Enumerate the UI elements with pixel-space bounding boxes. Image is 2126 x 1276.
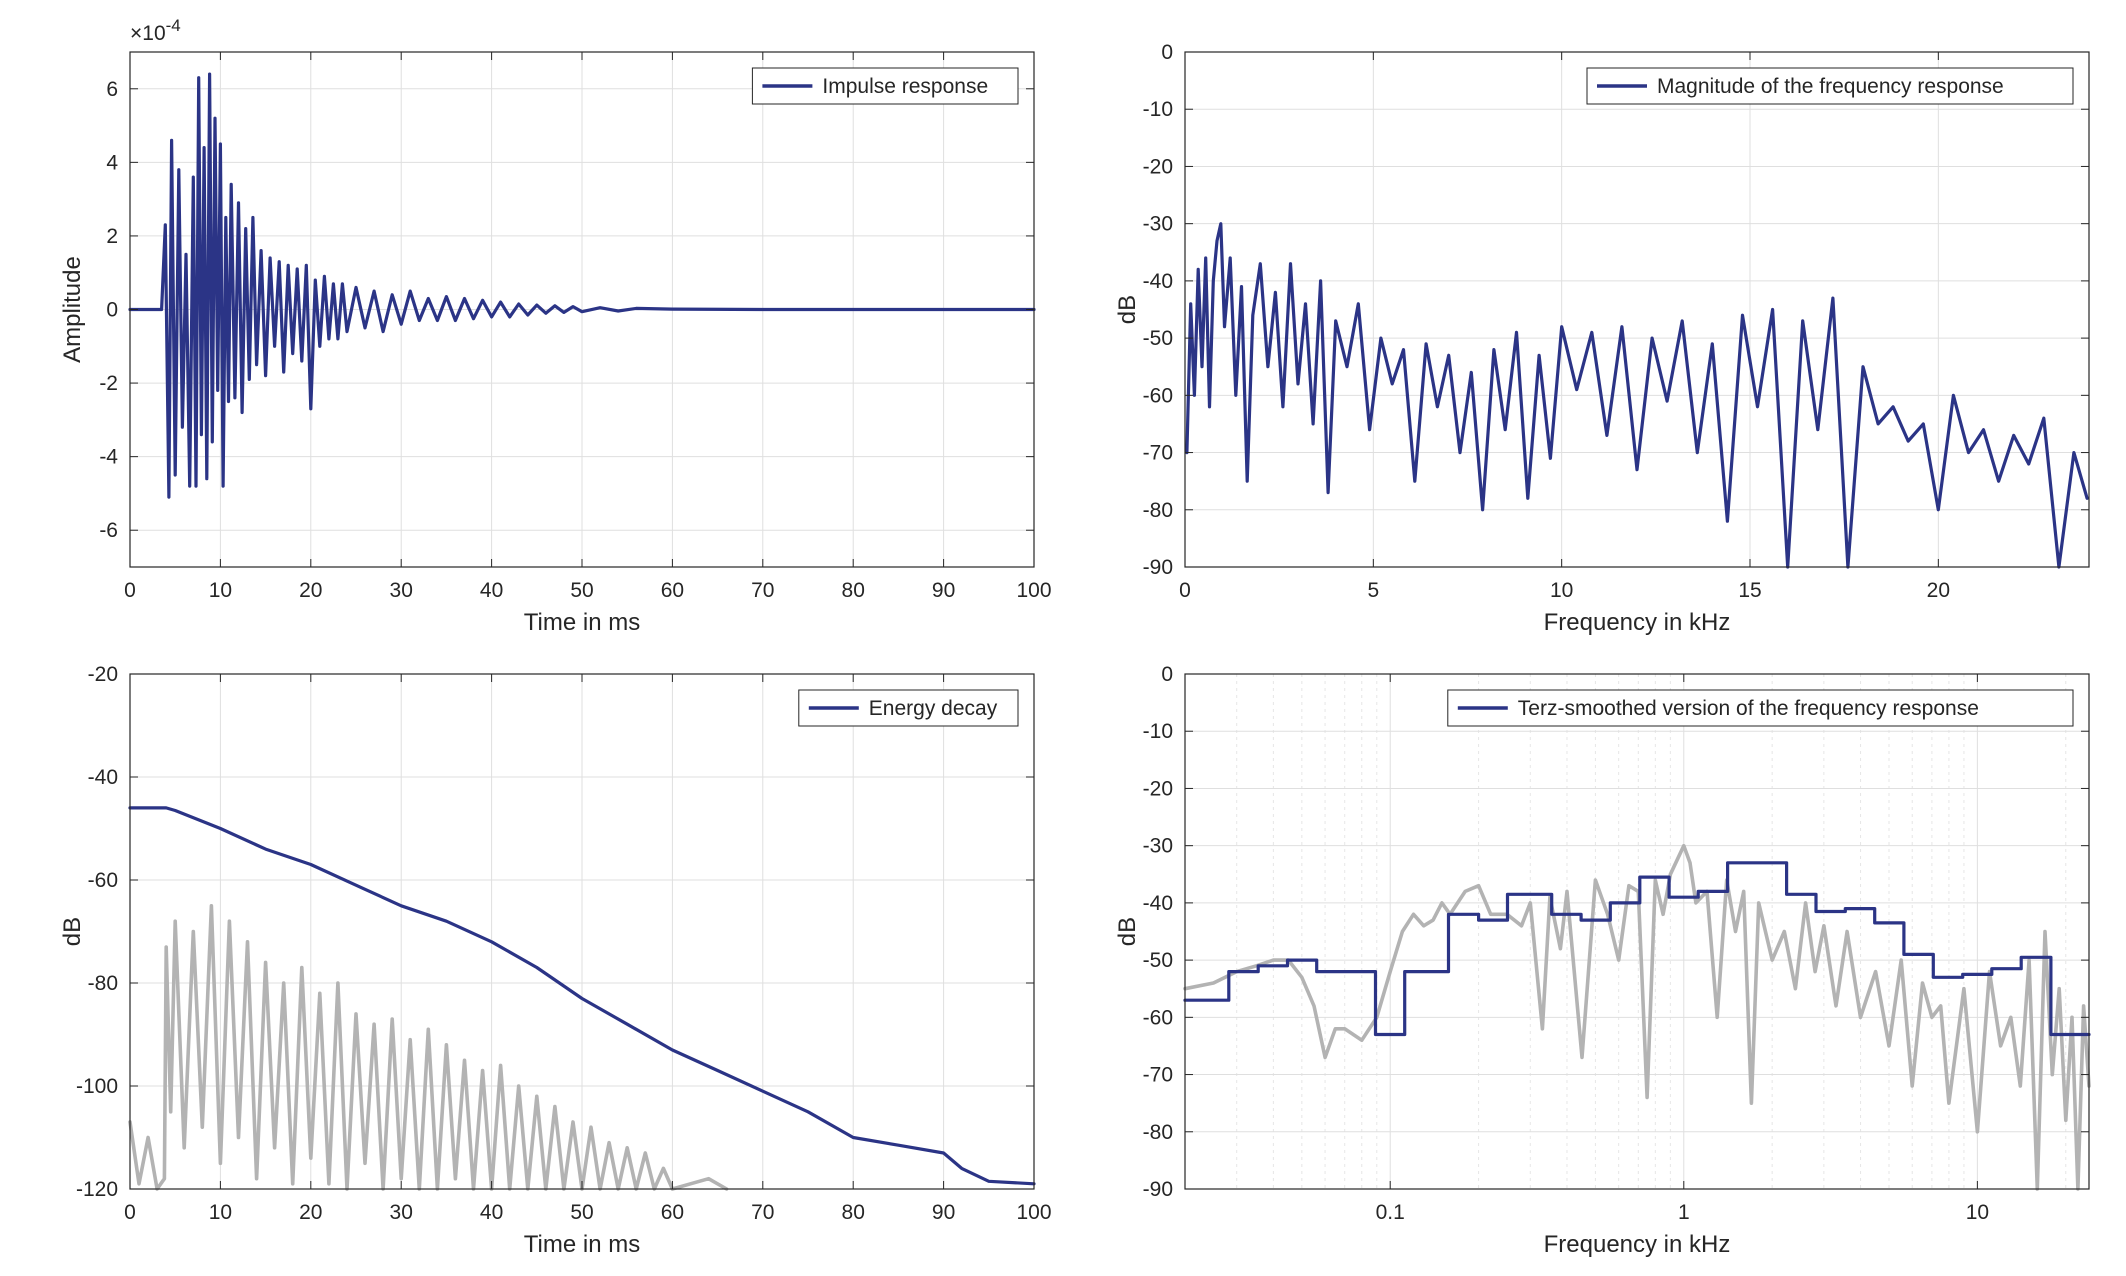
- x-tick-label: 10: [1966, 1201, 1989, 1224]
- legend: Energy decay: [798, 689, 1019, 727]
- y-axis-label: dB: [59, 917, 86, 946]
- y-tick-label: -100: [76, 1075, 118, 1098]
- x-tick-label: 40: [480, 579, 503, 602]
- y-tick-label: -90: [1143, 1178, 1173, 1201]
- x-tick-label: 60: [661, 579, 684, 602]
- y-tick-label: -60: [1143, 384, 1173, 407]
- legend: Terz-smoothed version of the frequency r…: [1447, 689, 2074, 727]
- x-tick-label: 30: [390, 1201, 413, 1224]
- x-tick-label: 10: [1550, 579, 1573, 602]
- x-axis-label: Frequency in kHz: [1544, 1231, 1731, 1258]
- y-tick-label: 0: [1161, 663, 1173, 686]
- plot-area: [1185, 674, 2089, 1189]
- x-tick-label: 100: [1016, 579, 1051, 602]
- legend-label: Magnitude of the frequency response: [1657, 75, 2004, 98]
- series-line-main: [128, 806, 1036, 1186]
- x-tick-label: 70: [751, 1201, 774, 1224]
- legend: Impulse response: [751, 67, 1019, 105]
- x-tick-label: 0: [1179, 579, 1191, 602]
- x-tick-label: 70: [751, 579, 774, 602]
- y-tick-label: -40: [88, 766, 118, 789]
- x-axis-label: Time in ms: [524, 609, 640, 636]
- y-tick-label: 6: [106, 78, 118, 101]
- x-tick-label: 50: [570, 1201, 593, 1224]
- y-tick-label: -90: [1143, 556, 1173, 579]
- series-line-main: [1183, 861, 2091, 1037]
- x-tick-label: 20: [299, 1201, 322, 1224]
- chart-impulse: 0 10 20 30 40 50 60 70 80 90 100 -6 -4 -2 0 2 4 6 ×10-4 Tim…: [59, 16, 1052, 636]
- y-tick-label: -50: [1143, 949, 1173, 972]
- y-tick-label: -120: [76, 1178, 118, 1201]
- y-exponent-label: ×10-4: [130, 16, 181, 45]
- y-tick-label: -30: [1143, 213, 1173, 236]
- x-tick-label: 80: [842, 1201, 865, 1224]
- x-tick-label: 5: [1367, 579, 1379, 602]
- y-tick-label: -60: [88, 869, 118, 892]
- y-exponent-power: -4: [166, 16, 181, 35]
- y-tick-label: -20: [88, 663, 118, 686]
- x-tick-label: 20: [299, 579, 322, 602]
- y-tick-label: -80: [88, 972, 118, 995]
- x-tick-label: 0: [124, 1201, 136, 1224]
- x-tick-label: 100: [1016, 1201, 1051, 1224]
- x-tick-label: 0.1: [1376, 1201, 1405, 1224]
- series-line-gray: [128, 903, 729, 1191]
- x-tick-label: 40: [480, 1201, 503, 1224]
- y-tick-label: -50: [1143, 327, 1173, 350]
- y-tick-label: -10: [1143, 98, 1173, 121]
- y-tick-label: -40: [1143, 270, 1173, 293]
- y-axis-label: dB: [1114, 917, 1141, 946]
- y-tick-label: -80: [1143, 499, 1173, 522]
- x-tick-label: 90: [932, 579, 955, 602]
- axis-box: [1184, 673, 2090, 1190]
- x-tick-label: 80: [842, 579, 865, 602]
- y-tick-label: 0: [1161, 41, 1173, 64]
- x-tick-label: 10: [209, 579, 232, 602]
- x-tick-label: 15: [1738, 579, 1761, 602]
- y-tick-label: 4: [106, 151, 118, 174]
- x-tick-label: 0: [124, 579, 136, 602]
- y-tick-label: -10: [1143, 720, 1173, 743]
- x-tick-label: 20: [1927, 579, 1950, 602]
- series-line-main: [1185, 222, 2089, 569]
- y-tick-label: -20: [1143, 777, 1173, 800]
- legend: Magnitude of the frequency response: [1586, 67, 2074, 105]
- legend-label: Terz-smoothed version of the frequency r…: [1518, 697, 1979, 720]
- x-tick-label: 90: [932, 1201, 955, 1224]
- legend-label: Impulse response: [822, 75, 988, 98]
- chart-energy: 0 10 20 30 40 50 60 70 80 90 100 -20 -40 -60 -80 -100 -1…: [59, 663, 1052, 1258]
- x-axis-label: Time in ms: [524, 1231, 640, 1258]
- x-tick-label: 1: [1678, 1201, 1690, 1224]
- y-tick-label: -80: [1143, 1121, 1173, 1144]
- y-tick-label: -20: [1143, 155, 1173, 178]
- legend-label: Energy decay: [869, 697, 998, 720]
- x-tick-label: 10: [209, 1201, 232, 1224]
- series-line-gray: [1183, 843, 2091, 1191]
- y-axis-label: dB: [1114, 295, 1141, 324]
- y-axis-label: Amplitude: [59, 256, 86, 363]
- y-tick-label: -6: [99, 519, 118, 542]
- y-tick-label: -60: [1143, 1006, 1173, 1029]
- legend-box: [1586, 67, 2074, 105]
- legend-box: [1447, 689, 2074, 727]
- y-tick-label: -30: [1143, 835, 1173, 858]
- y-tick-label: -70: [1143, 1064, 1173, 1087]
- axis-box: [1184, 51, 2090, 568]
- x-tick-label: 60: [661, 1201, 684, 1224]
- series-line-main: [128, 72, 1036, 499]
- y-tick-label: 0: [106, 299, 118, 322]
- y-tick-label: -70: [1143, 442, 1173, 465]
- y-tick-label: -40: [1143, 892, 1173, 915]
- x-tick-label: 30: [390, 579, 413, 602]
- y-tick-label: 2: [106, 225, 118, 248]
- x-axis-label: Frequency in kHz: [1544, 609, 1731, 636]
- chart-magnitude: 0 5 10 15 20 0 -10 -20 -30 -40 -50 -60 -70 -80 -90 Freq…: [1114, 41, 2090, 636]
- y-tick-label: -2: [99, 372, 118, 395]
- y-tick-label: -4: [99, 446, 118, 469]
- chart-terz: 0.1 1 10 0 -10 -20 -30 -40 -50 -60 -70 -80 -90 Freque…: [1114, 663, 2091, 1258]
- x-tick-label: 50: [570, 579, 593, 602]
